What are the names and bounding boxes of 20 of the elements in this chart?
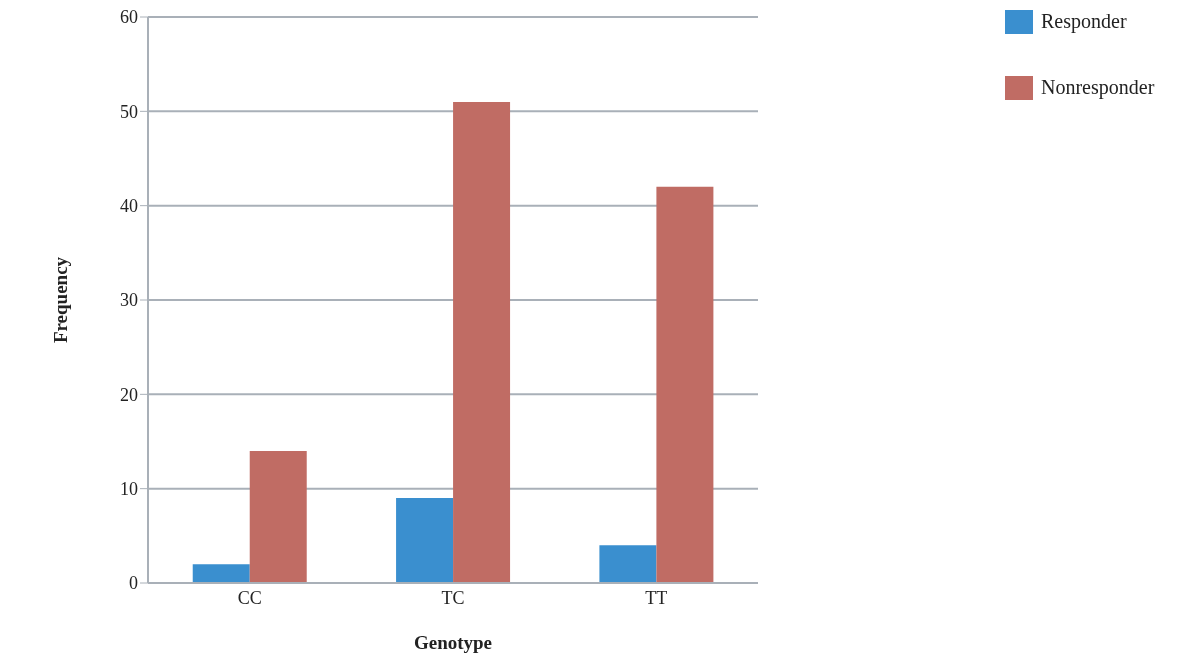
bar [396, 498, 454, 583]
y-tick-label: 20 [120, 384, 138, 405]
y-tick-label: 30 [120, 290, 138, 311]
x-tick-label: TT [645, 587, 668, 608]
x-tick-label: TC [441, 587, 465, 608]
bar [453, 101, 511, 583]
x-axis-title: Genotype [413, 632, 493, 653]
y-tick-label: 60 [120, 7, 138, 28]
y-tick-label: 40 [120, 196, 138, 217]
legend-label: Nonresponder [1041, 76, 1155, 99]
bar [192, 564, 250, 583]
legend-label: Responder [1041, 10, 1127, 33]
y-axis-title: Frequency [49, 256, 71, 344]
y-tick-label: 0 [129, 573, 138, 594]
bar [599, 545, 657, 583]
bar [656, 186, 714, 583]
y-tick-label: 10 [120, 479, 138, 500]
x-tick-label: CC [237, 587, 262, 608]
y-tick-label: 50 [120, 101, 138, 122]
bar [249, 450, 307, 583]
